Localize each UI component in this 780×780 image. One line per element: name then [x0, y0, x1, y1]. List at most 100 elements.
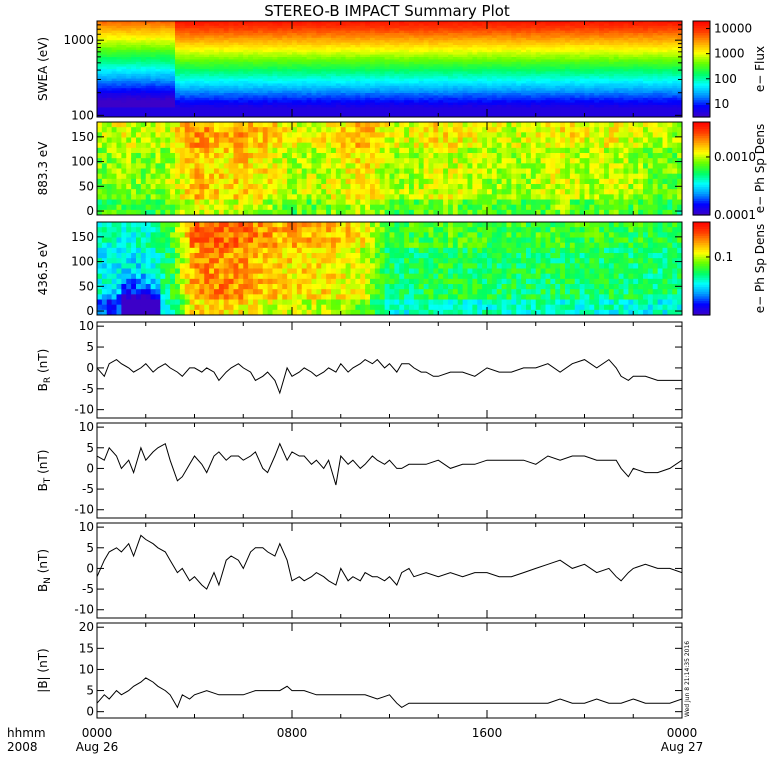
spectrogram-cell [555, 78, 561, 82]
spectrogram-cell [555, 66, 561, 70]
spectrogram-cell [189, 73, 196, 77]
spectrogram-cell [374, 40, 381, 44]
spectrogram-cell [194, 69, 200, 72]
spectrogram-cell [472, 45, 478, 48]
spectrogram-cell [560, 28, 566, 32]
spectrogram-cell [569, 23, 576, 27]
spectrogram-cell [433, 21, 439, 24]
spectrogram-cell [345, 61, 352, 65]
spectrogram-cell [521, 69, 527, 72]
spectrogram-cell [374, 66, 381, 70]
spectrogram-cell [433, 61, 439, 65]
spectrogram-cell [589, 64, 595, 68]
spectrogram-cell [540, 28, 547, 32]
spectrogram-cell [311, 45, 317, 48]
spectrogram-cell [604, 114, 610, 117]
spectrogram-cell [326, 47, 332, 51]
spectrogram-cell [647, 71, 654, 75]
spectrogram-cell [511, 28, 517, 32]
spectrogram-cell [452, 83, 459, 87]
spectrogram-cell [199, 23, 205, 27]
spectrogram-cell [443, 33, 449, 36]
spectrogram-cell [613, 88, 620, 92]
spectrogram-cell [360, 37, 366, 41]
spectrogram-cell [579, 52, 586, 56]
spectrogram-cell [262, 59, 269, 63]
spectrogram-cell [579, 25, 586, 29]
spectrogram-cell [413, 66, 420, 70]
spectrogram-cell [126, 90, 132, 94]
spectrogram-cell [496, 59, 503, 63]
colorbar-segment [693, 83, 710, 87]
spectrogram-cell [662, 81, 668, 84]
spectrogram-cell [482, 114, 488, 117]
spectrogram-cell [613, 33, 620, 36]
spectrogram-cell [170, 47, 176, 51]
spectrogram-cell [238, 61, 244, 65]
spectrogram-cell [428, 33, 434, 36]
spectrogram-cell [608, 93, 615, 96]
spectrogram-cell [238, 93, 244, 96]
spectrogram-cell [355, 61, 361, 65]
spectrogram-cell [184, 37, 191, 41]
spectrogram-cell [194, 88, 200, 92]
spectrogram-cell [584, 97, 590, 101]
spectrogram-cell [511, 83, 517, 87]
spectrogram-cell [540, 112, 547, 116]
spectrogram-cell [604, 93, 610, 96]
spectrogram-cell [184, 45, 191, 48]
spectrogram-cell [384, 28, 391, 32]
spectrogram-cell [579, 107, 586, 111]
spectrogram-cell [223, 57, 230, 60]
spectrogram-cell [584, 78, 590, 82]
spectrogram-cell [652, 47, 659, 51]
spectrogram-cell [423, 97, 430, 101]
spectrogram-cell [316, 81, 322, 84]
spectrogram-cell [565, 88, 571, 92]
spectrogram-cell [643, 21, 649, 24]
spectrogram-cell [560, 73, 566, 77]
spectrogram-cell [589, 73, 595, 77]
spectrogram-cell [199, 105, 205, 108]
spectrogram-cell [145, 30, 152, 34]
spectrogram-cell [535, 114, 542, 117]
spectrogram-cell [150, 28, 157, 32]
spectrogram-cell [194, 37, 200, 41]
spectrogram-cell [569, 107, 576, 111]
spectrogram-cell [677, 71, 682, 75]
spectrogram-cell [350, 109, 356, 113]
spectrogram-cell [121, 88, 127, 92]
spectrogram-cell [379, 66, 386, 70]
spectrogram-cell [501, 42, 508, 46]
spectrogram-cell [97, 122, 103, 128]
spectrogram-cell [667, 95, 673, 99]
spectrogram-cell [160, 109, 166, 113]
spectrogram-cell [438, 107, 444, 111]
spectrogram-cell [565, 69, 571, 72]
spectrogram-cell [482, 95, 488, 99]
spectrogram-cell [511, 52, 517, 56]
spectrogram-cell [579, 57, 586, 60]
spectrogram-cell [262, 49, 269, 53]
spectrogram-cell [296, 54, 303, 58]
spectrogram-cell [628, 76, 634, 80]
spectrogram-cell [136, 81, 142, 84]
spectrogram-cell [526, 45, 532, 48]
spectrogram-cell [457, 66, 464, 70]
spectrogram-cell [282, 100, 288, 104]
spectrogram-cell [545, 81, 551, 84]
spectrogram-cell [491, 76, 498, 80]
spectrogram-cell [472, 95, 478, 99]
spectrogram-cell [599, 112, 605, 116]
spectrogram-cell [389, 100, 395, 104]
spectrogram-cell [160, 47, 166, 51]
spectrogram-cell [399, 78, 405, 82]
spectrogram-cell [579, 109, 586, 113]
spectrogram-cell [413, 37, 420, 41]
spectrogram-cell [218, 93, 225, 96]
spectrogram-cell [628, 40, 634, 44]
spectrogram-cell [535, 59, 542, 63]
spectrogram-cell [433, 59, 439, 63]
spectrogram-cell [296, 85, 303, 89]
spectrogram-cell [355, 85, 361, 89]
